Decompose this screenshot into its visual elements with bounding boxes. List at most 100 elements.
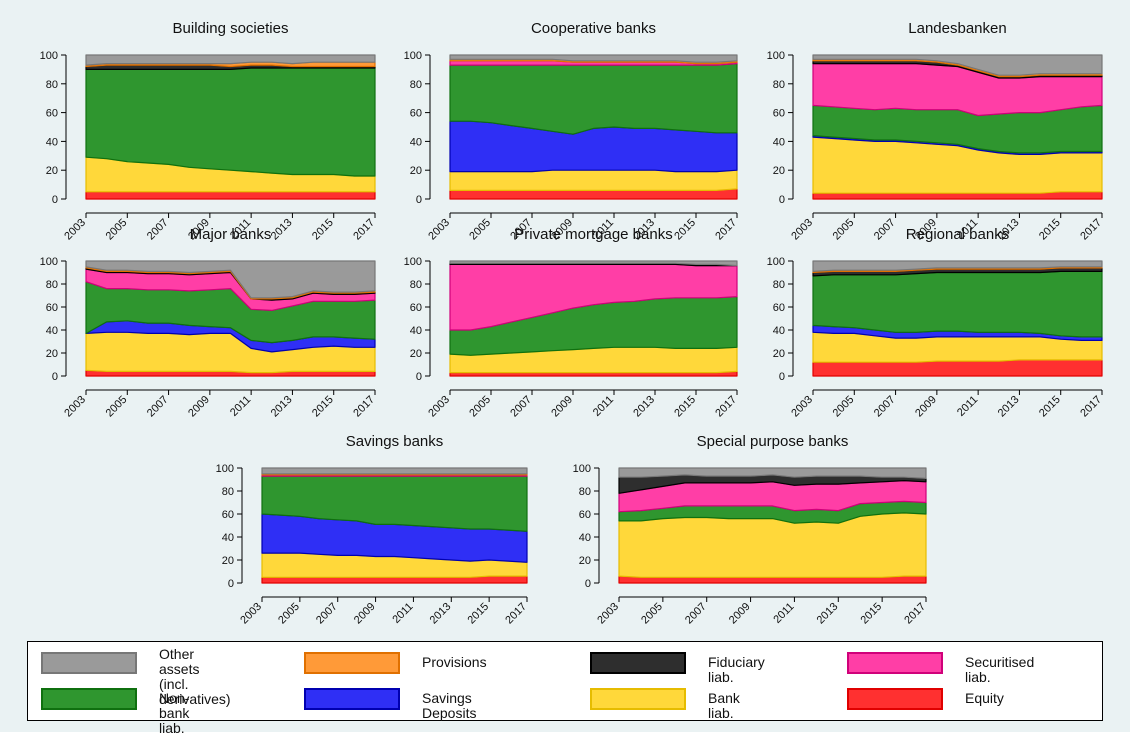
- x-tick-label: 2011: [591, 394, 616, 419]
- x-tick-label: 2005: [104, 217, 130, 243]
- y-tick-label: 0: [52, 194, 58, 206]
- y-tick-label: 80: [773, 279, 785, 291]
- x-tick-label: 2015: [1037, 394, 1063, 420]
- y-tick-label: 40: [410, 136, 422, 148]
- x-tick-label: 2007: [872, 394, 898, 420]
- x-tick-label: 2005: [467, 217, 493, 243]
- area-cooperative-banks-bank: [449, 169, 738, 191]
- y-tick-label: 40: [773, 136, 785, 148]
- y-tick-label: 20: [773, 348, 785, 360]
- x-tick-label: 2007: [508, 394, 534, 420]
- legend-label-other: Other assets (incl. derivatives): [159, 646, 231, 707]
- y-tick-label: 20: [579, 555, 591, 567]
- x-tick-label: 2003: [238, 601, 264, 627]
- y-tick-label: 80: [773, 79, 785, 91]
- y-tick-label: 100: [40, 50, 58, 62]
- y-tick-label: 60: [222, 509, 234, 521]
- x-tick-label: 2013: [428, 601, 454, 627]
- y-tick-label: 60: [46, 108, 58, 120]
- area-major-banks-other: [85, 260, 376, 299]
- y-tick-label: 60: [773, 302, 785, 314]
- area-regional-banks-nonbank: [812, 270, 1103, 338]
- y-tick-label: 80: [46, 79, 58, 91]
- x-tick-label: 2011: [955, 394, 980, 419]
- y-tick-label: 0: [779, 194, 785, 206]
- x-tick-label: 2007: [683, 601, 709, 627]
- x-tick-label: 2017: [503, 601, 529, 627]
- legend-swatch-securitised: [847, 652, 943, 674]
- x-tick-label: 2005: [104, 394, 130, 420]
- x-tick-label: 2015: [672, 217, 698, 243]
- y-tick-label: 40: [773, 325, 785, 337]
- panel-title: Special purpose banks: [697, 433, 849, 450]
- y-tick-label: 40: [222, 532, 234, 544]
- x-tick-label: 2009: [549, 394, 575, 420]
- x-tick-label: 2003: [62, 394, 88, 420]
- x-tick-label: 2009: [913, 394, 939, 420]
- x-tick-label: 2015: [465, 601, 491, 627]
- panel-title: Major banks: [190, 226, 272, 243]
- x-tick-label: 2005: [467, 394, 493, 420]
- x-tick-label: 2007: [145, 394, 171, 420]
- legend-label-fiduciary: Fiduciary liab.: [708, 654, 765, 685]
- x-tick-label: 2007: [872, 217, 898, 243]
- y-tick-label: 0: [52, 371, 58, 383]
- y-tick-label: 0: [416, 371, 422, 383]
- y-tick-label: 0: [416, 194, 422, 206]
- x-tick-label: 2003: [595, 601, 621, 627]
- x-tick-label: 2017: [713, 217, 739, 243]
- x-tick-label: 2013: [269, 217, 295, 243]
- panel-building-societies: Building societies 0 20 40 60 80 100 2003 2005 20…: [40, 20, 377, 242]
- x-tick-label: 2003: [62, 217, 88, 243]
- x-tick-label: 2017: [1078, 217, 1104, 243]
- area-building-societies-other: [85, 54, 376, 66]
- x-tick-label: 2003: [789, 394, 815, 420]
- x-tick-label: 2009: [186, 394, 212, 420]
- x-tick-label: 2009: [352, 601, 378, 627]
- panel-regional-banks: Regional banks 0 20 40 60 80 100 2003 2005 2007 20…: [767, 226, 1104, 419]
- y-tick-label: 80: [222, 486, 234, 498]
- panel-major-banks: Major banks 0 20 40 60 80 100 2003 2005 2007 2009 2…: [40, 226, 377, 419]
- area-building-societies-equity: [85, 191, 376, 200]
- y-tick-label: 80: [410, 79, 422, 91]
- panel-title: Private mortgage banks: [514, 226, 672, 243]
- panel-private-mortgage-banks: Private mortgage banks 0 20 40 60 80 100 2003 20…: [404, 226, 739, 419]
- legend-label-savings: Savings Deposits: [422, 690, 477, 721]
- x-tick-label: 2003: [789, 217, 815, 243]
- y-tick-label: 100: [573, 463, 591, 475]
- area-landesbanken-other: [812, 54, 1103, 76]
- legend: Other assets (incl. derivatives) Provisi…: [27, 641, 1103, 736]
- legend-label-securitised: Securitised liab.: [965, 654, 1035, 685]
- y-tick-label: 80: [579, 486, 591, 498]
- y-tick-label: 100: [40, 256, 58, 268]
- y-tick-label: 20: [46, 348, 58, 360]
- y-tick-label: 60: [410, 108, 422, 120]
- x-tick-label: 2013: [631, 394, 657, 420]
- y-tick-label: 20: [773, 165, 785, 177]
- y-tick-label: 80: [410, 279, 422, 291]
- panel-title: Cooperative banks: [531, 20, 656, 37]
- legend-swatch-equity: [847, 688, 943, 710]
- y-tick-label: 0: [585, 578, 591, 590]
- y-tick-label: 60: [773, 108, 785, 120]
- x-tick-label: 2017: [351, 217, 377, 243]
- legend-swatch-other: [41, 652, 137, 674]
- x-tick-label: 2015: [310, 217, 336, 243]
- x-tick-label: 2009: [727, 601, 753, 627]
- x-tick-label: 2017: [902, 601, 928, 627]
- y-tick-label: 40: [46, 136, 58, 148]
- legend-swatch-nonbank: [41, 688, 137, 710]
- panel-savings-banks: Savings banks 0 20 40 60 80 100 2003 2005 2007 200…: [216, 433, 529, 626]
- y-tick-label: 100: [404, 50, 422, 62]
- legend-label-provisions: Provisions: [422, 654, 487, 670]
- y-tick-label: 20: [410, 165, 422, 177]
- y-tick-label: 100: [216, 463, 234, 475]
- panel-title: Building societies: [173, 20, 289, 37]
- y-tick-label: 20: [410, 348, 422, 360]
- x-tick-label: 2013: [996, 394, 1022, 420]
- chart-panels: Building societies 0 20 40 60 80 100 2003 2005 20…: [40, 20, 1104, 627]
- panel-title: Landesbanken: [908, 20, 1006, 37]
- x-tick-label: 2007: [145, 217, 171, 243]
